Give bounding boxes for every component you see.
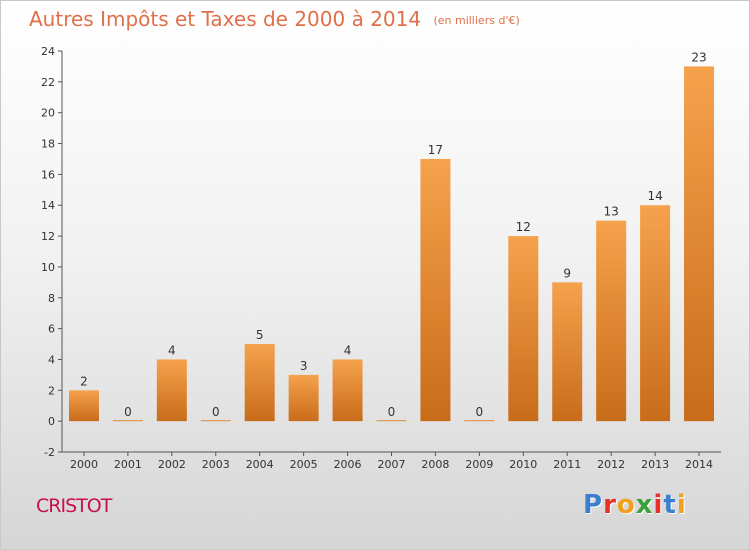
x-tick-label-2004: 2004	[246, 458, 274, 471]
y-tick-label: 4	[48, 353, 55, 366]
value-label-2005: 3	[300, 359, 308, 373]
value-label-2003: 0	[212, 405, 220, 419]
chart-title-text: Autres Impôts et Taxes de 2000 à 2014	[29, 7, 422, 31]
bar-2001	[112, 420, 143, 422]
x-tick-label-2006: 2006	[334, 458, 362, 471]
y-tick-label: 8	[48, 292, 55, 305]
value-label-2006: 4	[344, 343, 352, 357]
value-label-2004: 5	[256, 328, 264, 342]
value-label-2011: 9	[563, 266, 571, 280]
bar-2005	[288, 374, 319, 422]
y-tick-label: 2	[48, 384, 55, 397]
chart-bars	[68, 66, 715, 422]
x-tick-label-2001: 2001	[114, 458, 142, 471]
logo-letter: t	[663, 490, 677, 520]
y-tick-label: -2	[44, 446, 55, 459]
bar-2008	[420, 158, 451, 422]
value-label-2010: 12	[516, 220, 531, 234]
y-tick-label: 10	[41, 261, 55, 274]
y-tick-label: 16	[41, 168, 55, 181]
chart-unit-label: (en milliers d'€)	[433, 14, 520, 27]
value-label-2001: 0	[124, 405, 132, 419]
x-tick-label-2007: 2007	[378, 458, 406, 471]
value-label-2013: 14	[647, 189, 662, 203]
value-label-2007: 0	[388, 405, 396, 419]
bar-2009	[464, 420, 495, 422]
y-tick-label: 24	[41, 45, 55, 58]
chart-labels: 2 2000 0 2001 4 2002 0 2003 5 2004 3 2005 4 2006 0 2007…	[70, 50, 713, 471]
value-label-2012: 13	[604, 205, 619, 219]
logo-letter: P	[583, 490, 604, 520]
y-tick-label: 22	[41, 76, 55, 89]
logo-letter: x	[635, 490, 654, 520]
x-tick-label-2000: 2000	[70, 458, 98, 471]
value-label-2008: 17	[428, 143, 443, 157]
bar-2007	[376, 420, 407, 422]
bar-2013	[640, 205, 671, 422]
logo-letter: i	[653, 490, 664, 520]
x-tick-label-2011: 2011	[553, 458, 581, 471]
bar-2011	[552, 282, 583, 422]
y-tick-label: 20	[41, 107, 55, 120]
x-tick-label-2008: 2008	[421, 458, 449, 471]
x-tick-label-2012: 2012	[597, 458, 625, 471]
x-tick-label-2002: 2002	[158, 458, 186, 471]
logo-letter: r	[603, 490, 617, 520]
y-tick-label: 18	[41, 138, 55, 151]
bar-2002	[156, 359, 187, 422]
bar-2006	[332, 359, 363, 422]
bar-2014	[684, 66, 715, 422]
logo-letter: o	[616, 490, 636, 520]
x-tick-label-2010: 2010	[509, 458, 537, 471]
commune-name: CRISTOT	[36, 495, 112, 517]
value-label-2000: 2	[80, 374, 88, 388]
proxiti-logo[interactable]: Proxiti	[583, 490, 687, 520]
x-tick-label-2005: 2005	[290, 458, 318, 471]
y-tick-label: 14	[41, 199, 55, 212]
y-tick-label: 6	[48, 323, 55, 336]
x-tick-label-2014: 2014	[685, 458, 713, 471]
bar-2004	[244, 344, 275, 422]
value-label-2002: 4	[168, 343, 176, 357]
bar-2000	[68, 390, 99, 422]
bar-2010	[508, 236, 539, 422]
value-label-2014: 23	[691, 50, 706, 64]
bar-2003	[200, 420, 231, 422]
bar-2012	[596, 220, 627, 422]
x-tick-label-2003: 2003	[202, 458, 230, 471]
chart-title: Autres Impôts et Taxes de 2000 à 2014 (e…	[29, 7, 520, 31]
value-label-2009: 0	[476, 405, 484, 419]
x-tick-label-2009: 2009	[465, 458, 493, 471]
y-tick-label: 12	[41, 230, 55, 243]
logo-letter: i	[676, 490, 687, 520]
y-tick-label: 0	[48, 415, 55, 428]
x-tick-label-2013: 2013	[641, 458, 669, 471]
